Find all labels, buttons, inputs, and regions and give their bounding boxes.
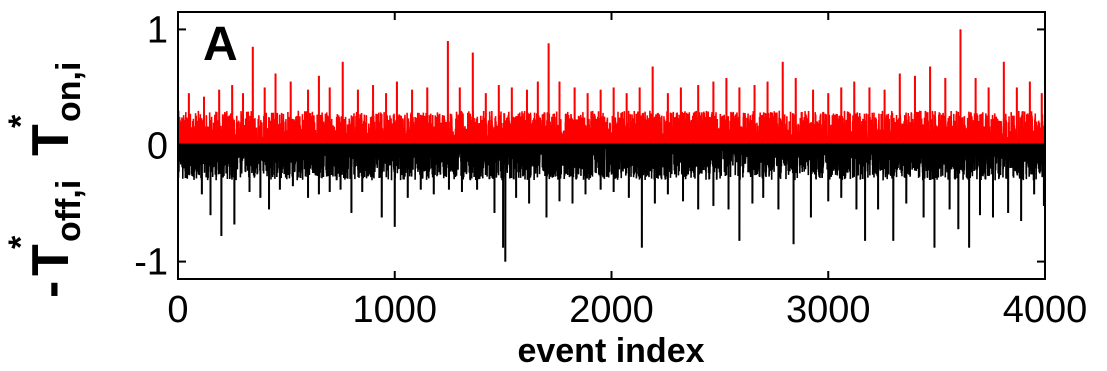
x-axis-label: event index (517, 332, 704, 370)
x-tick-label: 4000 (1003, 289, 1088, 331)
y-axis-label-upper-main: T (22, 124, 80, 156)
y-tick-label: 0 (147, 126, 168, 168)
y-axis-label-upper-star: * (2, 114, 40, 128)
series-on (177, 29, 1046, 149)
x-tick-label: 0 (167, 289, 188, 331)
y-axis-label-lower-star: * (2, 235, 40, 249)
y-axis-label-lower-sign: - (22, 281, 80, 298)
y-axis-label-lower-main: T (22, 244, 80, 276)
x-tick-label: 2000 (569, 289, 654, 331)
y-axis-label-lower-sub: off,i (50, 180, 88, 242)
x-tick-label: 1000 (352, 289, 437, 331)
panel-label: A (203, 18, 238, 71)
y-axis-label-upper-sub: on,i (50, 62, 88, 122)
x-axis: 0 1000 2000 3000 4000 (167, 12, 1087, 331)
plot-area (177, 29, 1046, 262)
y-tick-label: 1 (147, 9, 168, 51)
y-tick-label: -1 (134, 242, 168, 284)
y-axis: -1 0 1 (134, 9, 1045, 284)
y-axis-label: - T * off,i T * on,i (2, 62, 88, 298)
x-tick-label: 3000 (786, 289, 871, 331)
